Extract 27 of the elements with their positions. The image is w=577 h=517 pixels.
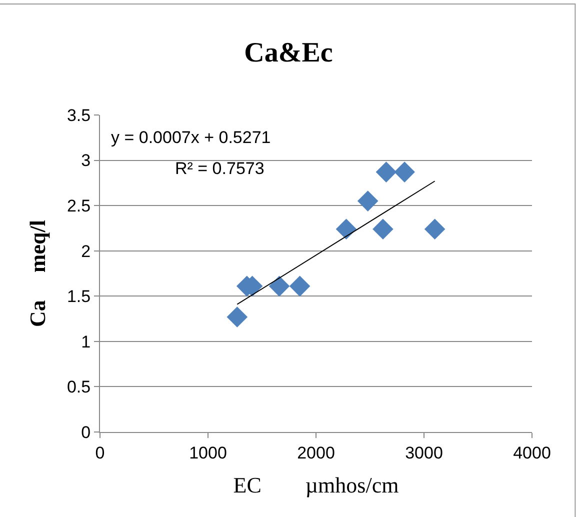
x-tick-label: 2000 (297, 443, 335, 462)
y-tick-label: 0.5 (66, 378, 91, 397)
x-axis-title: EC µmhos/cm (233, 472, 399, 498)
y-tick-label: 1 (81, 332, 91, 352)
annotation: y = 0.0007x + 0.5271 (111, 128, 271, 147)
x-tick-label: 0 (95, 443, 105, 462)
point (424, 218, 446, 240)
point (268, 276, 290, 297)
x-tick-label: 4000 (513, 443, 551, 462)
x-tick-label: 1000 (189, 443, 227, 462)
chart-title: Ca&Ec (244, 38, 333, 68)
point (357, 190, 378, 212)
point (336, 218, 357, 240)
point (394, 162, 415, 182)
x-tick-label: 3000 (405, 443, 443, 462)
y-tick-label: 3 (81, 151, 91, 170)
y-axis-title: Ca meq/l (24, 220, 50, 327)
point (289, 276, 310, 297)
y-tick-label: 2 (81, 242, 91, 261)
annotation: R² = 0.7573 (175, 159, 264, 178)
point (372, 218, 394, 240)
y-tick-label: 3.5 (66, 106, 91, 125)
point (376, 162, 397, 182)
y-tick-label: 1.5 (66, 287, 91, 306)
y-tick-label: 2.5 (66, 196, 91, 216)
point (226, 306, 248, 328)
y-tick-label: 0 (81, 422, 91, 442)
